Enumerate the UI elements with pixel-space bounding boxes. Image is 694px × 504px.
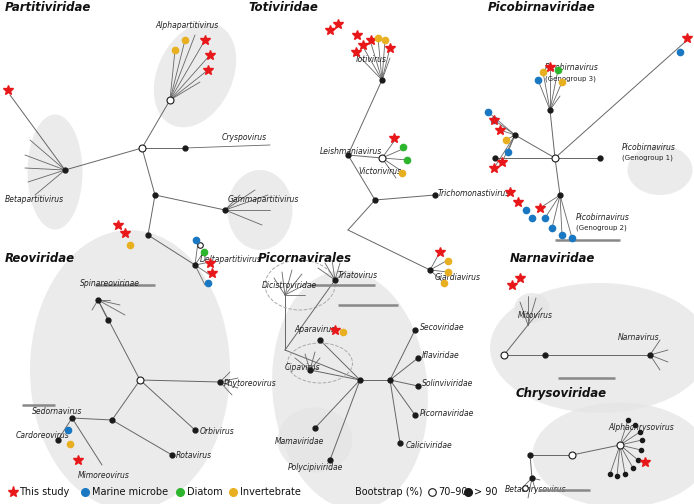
Text: Giardiavirus: Giardiavirus bbox=[435, 274, 481, 283]
Text: Narnavirus: Narnavirus bbox=[618, 334, 659, 343]
Text: Phytoreovirus: Phytoreovirus bbox=[224, 379, 277, 388]
Text: Secoviridae: Secoviridae bbox=[420, 324, 464, 333]
Text: Iflaviridae: Iflaviridae bbox=[422, 351, 459, 360]
Ellipse shape bbox=[490, 283, 694, 413]
Ellipse shape bbox=[532, 403, 694, 504]
Text: Picobirnaviridae: Picobirnaviridae bbox=[488, 1, 595, 14]
Text: Partitiviridae: Partitiviridae bbox=[5, 1, 92, 14]
Text: This study: This study bbox=[19, 487, 69, 497]
Text: Sedornavirus: Sedornavirus bbox=[32, 408, 83, 416]
Text: Totiviridae: Totiviridae bbox=[248, 1, 318, 14]
Text: Invertebrate: Invertebrate bbox=[240, 487, 301, 497]
Text: Cryspovirus: Cryspovirus bbox=[222, 134, 267, 143]
Text: (Genogroup 2): (Genogroup 2) bbox=[576, 225, 627, 231]
Text: Caliciviridae: Caliciviridae bbox=[406, 440, 452, 450]
Text: Mitovirus: Mitovirus bbox=[518, 310, 553, 320]
Text: Picornaviridae: Picornaviridae bbox=[420, 409, 475, 417]
Text: Mimoreovirus: Mimoreovirus bbox=[78, 471, 130, 479]
Text: 70–90: 70–90 bbox=[438, 487, 468, 497]
Text: Trichomonastivirus: Trichomonastivirus bbox=[438, 188, 510, 198]
Text: > 90: > 90 bbox=[474, 487, 498, 497]
Text: Alphapartitivirus: Alphapartitivirus bbox=[155, 21, 218, 30]
Text: Deltapartitivirus: Deltapartitivirus bbox=[200, 256, 262, 265]
Text: Cipavirus: Cipavirus bbox=[285, 363, 321, 372]
Text: Narnaviridae: Narnaviridae bbox=[510, 252, 595, 265]
Ellipse shape bbox=[514, 293, 550, 323]
Ellipse shape bbox=[272, 270, 428, 504]
Text: Polycipiviridae: Polycipiviridae bbox=[288, 464, 344, 473]
Text: Solinviviridae: Solinviviridae bbox=[422, 380, 473, 389]
Text: Totivirus: Totivirus bbox=[355, 55, 387, 65]
Text: Picobirnavirus: Picobirnavirus bbox=[545, 64, 599, 73]
Text: Victorivirus: Victorivirus bbox=[358, 167, 401, 176]
Text: Rotavirus: Rotavirus bbox=[176, 452, 212, 461]
Ellipse shape bbox=[30, 230, 230, 504]
Text: (Genogroup 1): (Genogroup 1) bbox=[622, 155, 673, 161]
Text: Aparavirus: Aparavirus bbox=[294, 326, 335, 335]
Ellipse shape bbox=[28, 114, 83, 229]
Text: Picobirnavirus: Picobirnavirus bbox=[622, 144, 676, 153]
Text: Chrysoviridae: Chrysoviridae bbox=[516, 387, 607, 400]
Ellipse shape bbox=[228, 170, 292, 250]
Text: Mamaviridae: Mamaviridae bbox=[275, 437, 324, 447]
Text: Leishmaniavirus: Leishmaniavirus bbox=[320, 148, 382, 157]
Text: Picornavirales: Picornavirales bbox=[258, 252, 352, 265]
Text: Orbivirus: Orbivirus bbox=[200, 427, 235, 436]
Ellipse shape bbox=[154, 23, 236, 128]
Text: Betapartitivirus: Betapartitivirus bbox=[5, 196, 64, 205]
Text: Triatovirus: Triatovirus bbox=[338, 271, 378, 280]
Text: Reoviridae: Reoviridae bbox=[5, 252, 75, 265]
Text: Alphachrysovirus: Alphachrysovirus bbox=[608, 423, 674, 432]
Text: Dicistroviridae: Dicistroviridae bbox=[262, 281, 317, 289]
Text: Spinareovirinae: Spinareovirinae bbox=[80, 279, 140, 287]
Ellipse shape bbox=[278, 408, 353, 473]
Text: Betachrysovirus: Betachrysovirus bbox=[505, 485, 566, 494]
Text: Gammapartitivirus: Gammapartitivirus bbox=[228, 196, 299, 205]
Ellipse shape bbox=[627, 145, 693, 195]
Text: Marine microbe: Marine microbe bbox=[92, 487, 168, 497]
Text: (Genogroup 3): (Genogroup 3) bbox=[545, 76, 596, 82]
Text: Picobirnavirus: Picobirnavirus bbox=[576, 214, 630, 222]
Text: Diatom: Diatom bbox=[187, 487, 223, 497]
Text: Bootstrap (%): Bootstrap (%) bbox=[355, 487, 423, 497]
Text: Cardoreovirus: Cardoreovirus bbox=[16, 431, 70, 440]
